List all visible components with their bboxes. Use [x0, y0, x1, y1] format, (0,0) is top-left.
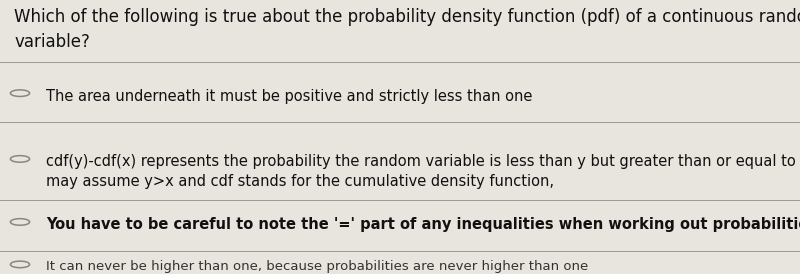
- Text: The area underneath it must be positive and strictly less than one: The area underneath it must be positive …: [46, 89, 533, 104]
- Text: You have to be careful to note the '=' part of any inequalities when working out: You have to be careful to note the '=' p…: [46, 217, 800, 232]
- Text: It can never be higher than one, because probabilities are never higher than one: It can never be higher than one, because…: [46, 260, 589, 273]
- Text: cdf(y)-cdf(x) represents the probability the random variable is less than y but : cdf(y)-cdf(x) represents the probability…: [46, 154, 800, 189]
- Text: Which of the following is true about the probability density function (pdf) of a: Which of the following is true about the…: [14, 8, 800, 51]
